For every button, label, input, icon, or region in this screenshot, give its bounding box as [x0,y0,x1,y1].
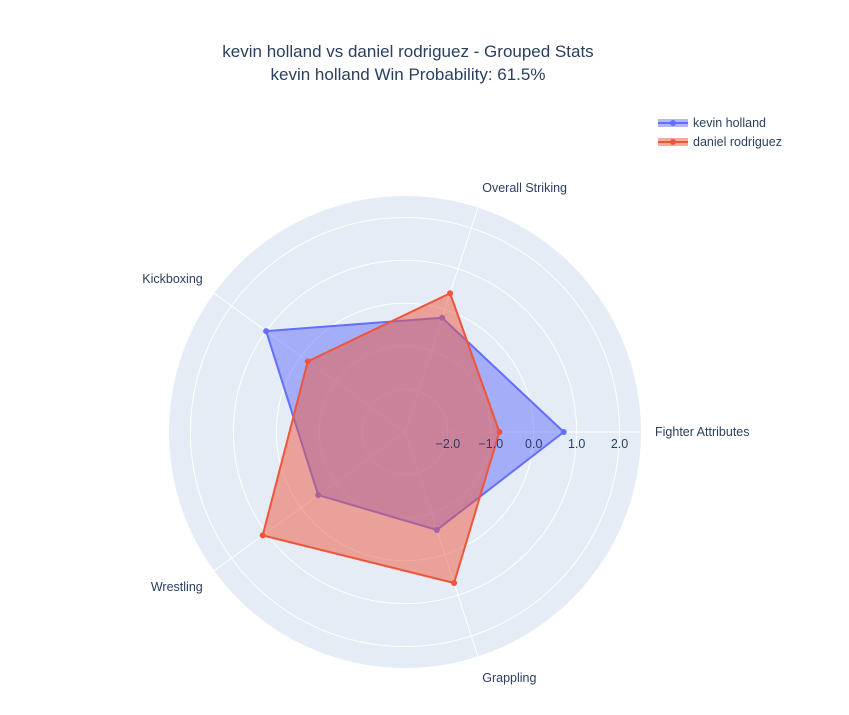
series-point [304,358,311,365]
series-point [560,429,567,435]
radial-tick-label: −1.0 [478,437,503,451]
radial-tick-label: 2.0 [611,437,628,451]
radial-tick-label: −2.0 [436,437,461,451]
series-point [259,532,266,539]
series-point [447,290,454,297]
axis-label: Wrestling [151,580,203,594]
legend-item: kevin holland [658,116,766,130]
axis-labels: −2.0 −1.0 0.0 1.0 2.0 Fighter Attributes Overa… [142,181,749,685]
legend-marker [670,139,676,145]
series-area [261,292,501,584]
axis-label: Grappling [482,671,536,685]
series-point [263,328,270,335]
legend-label: daniel rodriguez [693,135,782,149]
series-point [451,579,458,586]
chart-title-block: kevin holland vs daniel rodriguez - Grou… [0,40,816,86]
legend-marker [670,120,676,126]
radial-tick-label: 1.0 [568,437,585,451]
legend-item: daniel rodriguez [658,135,782,149]
radial-tick-label: 0.0 [525,437,542,451]
series-point [496,429,503,435]
axis-label: Kickboxing [142,272,202,286]
axis-label: Overall Striking [482,181,567,195]
series-layer [259,290,567,586]
legend: kevin holland daniel rodriguez [658,116,782,149]
series-1 [259,290,503,586]
chart-subtitle: kevin holland Win Probability: 61.5% [270,65,546,84]
legend-label: kevin holland [693,116,766,130]
axis-label: Fighter Attributes [655,425,750,439]
chart-title: kevin holland vs daniel rodriguez - Grou… [222,42,594,61]
